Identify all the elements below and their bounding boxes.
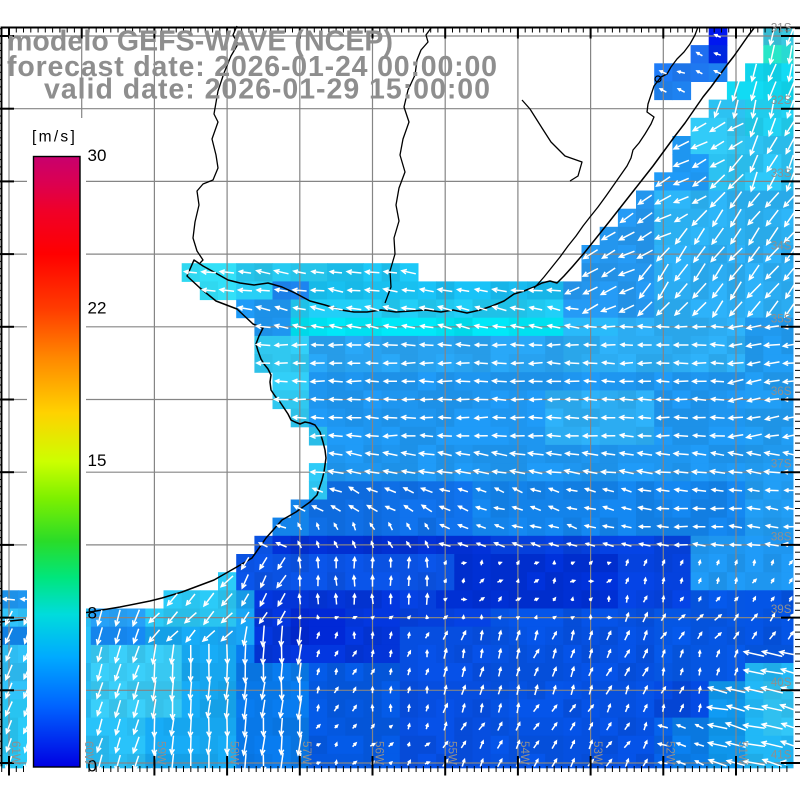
svg-text:8: 8 <box>88 604 97 623</box>
svg-text:32S: 32S <box>771 94 792 107</box>
svg-text:[m/s]: [m/s] <box>32 129 77 146</box>
svg-text:57W: 57W <box>300 741 313 765</box>
svg-text:53W: 53W <box>591 741 604 765</box>
svg-text:41S: 41S <box>771 749 792 762</box>
svg-text:58W: 58W <box>227 741 240 765</box>
svg-text:37S: 37S <box>771 458 792 471</box>
svg-text:52W: 52W <box>664 741 677 765</box>
svg-text:30: 30 <box>88 146 107 165</box>
svg-text:22: 22 <box>88 299 107 318</box>
svg-text:15: 15 <box>88 451 107 470</box>
svg-text:59W: 59W <box>155 741 168 765</box>
svg-text:40S: 40S <box>771 676 792 689</box>
svg-text:36S: 36S <box>771 385 792 398</box>
svg-text:61W: 61W <box>9 741 22 765</box>
svg-text:33S: 33S <box>771 167 792 180</box>
svg-text:55W: 55W <box>445 741 458 765</box>
svg-text:forecast date: 2026-01-24 00:0: forecast date: 2026-01-24 00:00:00 <box>7 51 497 83</box>
svg-text:31S: 31S <box>771 22 792 35</box>
svg-text:34S: 34S <box>771 240 792 253</box>
svg-text:56W: 56W <box>373 741 386 765</box>
svg-text:valid date: 2026-01-29 15:00:0: valid date: 2026-01-29 15:00:00 <box>44 74 490 106</box>
svg-text:39S: 39S <box>771 603 792 616</box>
svg-text:60W: 60W <box>82 741 95 765</box>
svg-text:modelo GEFS-WAVE (NCEP): modelo GEFS-WAVE (NCEP) <box>7 26 393 58</box>
svg-text:54W: 54W <box>518 741 531 765</box>
svg-text:38S: 38S <box>771 530 792 543</box>
svg-text:35S: 35S <box>771 312 792 325</box>
svg-text:0: 0 <box>88 756 97 775</box>
svg-text:51W: 51W <box>736 741 749 765</box>
